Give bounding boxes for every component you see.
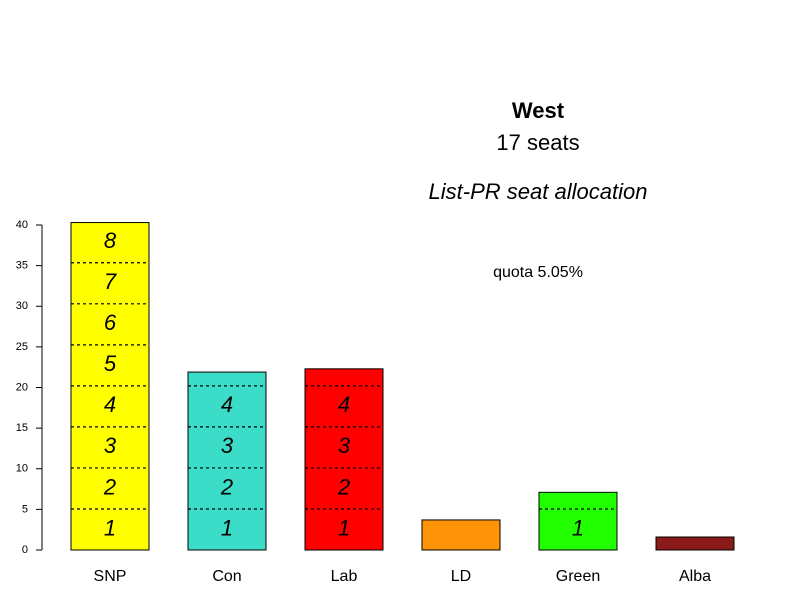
y-tick-label: 0 — [22, 544, 28, 556]
seat-label: 2 — [220, 474, 233, 499]
seat-label: 2 — [103, 474, 116, 499]
seat-label: 3 — [338, 433, 351, 458]
seat-label: 4 — [221, 392, 233, 417]
y-tick-label: 40 — [16, 219, 28, 231]
seat-label: 4 — [338, 392, 350, 417]
seat-label: 1 — [104, 515, 116, 540]
seat-label: 3 — [104, 433, 117, 458]
chart-title: West — [512, 98, 565, 123]
x-tick-label: Green — [556, 568, 600, 585]
x-tick-label: Con — [212, 568, 241, 585]
seat-label: 2 — [337, 474, 350, 499]
y-tick-label: 5 — [22, 503, 28, 515]
chart-subtitle: 17 seats — [496, 130, 579, 155]
seat-label: 5 — [104, 351, 117, 376]
seat-label: 8 — [104, 228, 117, 253]
x-tick-label: LD — [451, 568, 471, 585]
x-tick-label: SNP — [94, 568, 127, 585]
bar — [304, 368, 384, 551]
seat-label: 7 — [104, 269, 117, 294]
bar — [187, 371, 267, 551]
y-tick-label: 15 — [16, 422, 28, 434]
y-tick-label: 20 — [16, 381, 28, 393]
seat-label: 3 — [221, 433, 234, 458]
seat-label: 4 — [104, 392, 116, 417]
y-tick-label: 10 — [16, 463, 28, 475]
method-label: List-PR seat allocation — [429, 179, 648, 204]
seat-label: 6 — [104, 310, 117, 335]
quota-label: quota 5.05% — [493, 264, 583, 281]
seat-label: 1 — [221, 515, 233, 540]
x-tick-label: Lab — [331, 568, 358, 585]
bar — [421, 519, 501, 551]
seat-label: 1 — [572, 515, 584, 540]
seat-label: 1 — [338, 515, 350, 540]
y-tick-label: 25 — [16, 341, 28, 353]
bar — [538, 491, 618, 551]
x-tick-label: Alba — [679, 568, 711, 585]
bar — [655, 536, 735, 551]
y-tick-label: 35 — [16, 260, 28, 272]
y-tick-label: 30 — [16, 300, 28, 312]
